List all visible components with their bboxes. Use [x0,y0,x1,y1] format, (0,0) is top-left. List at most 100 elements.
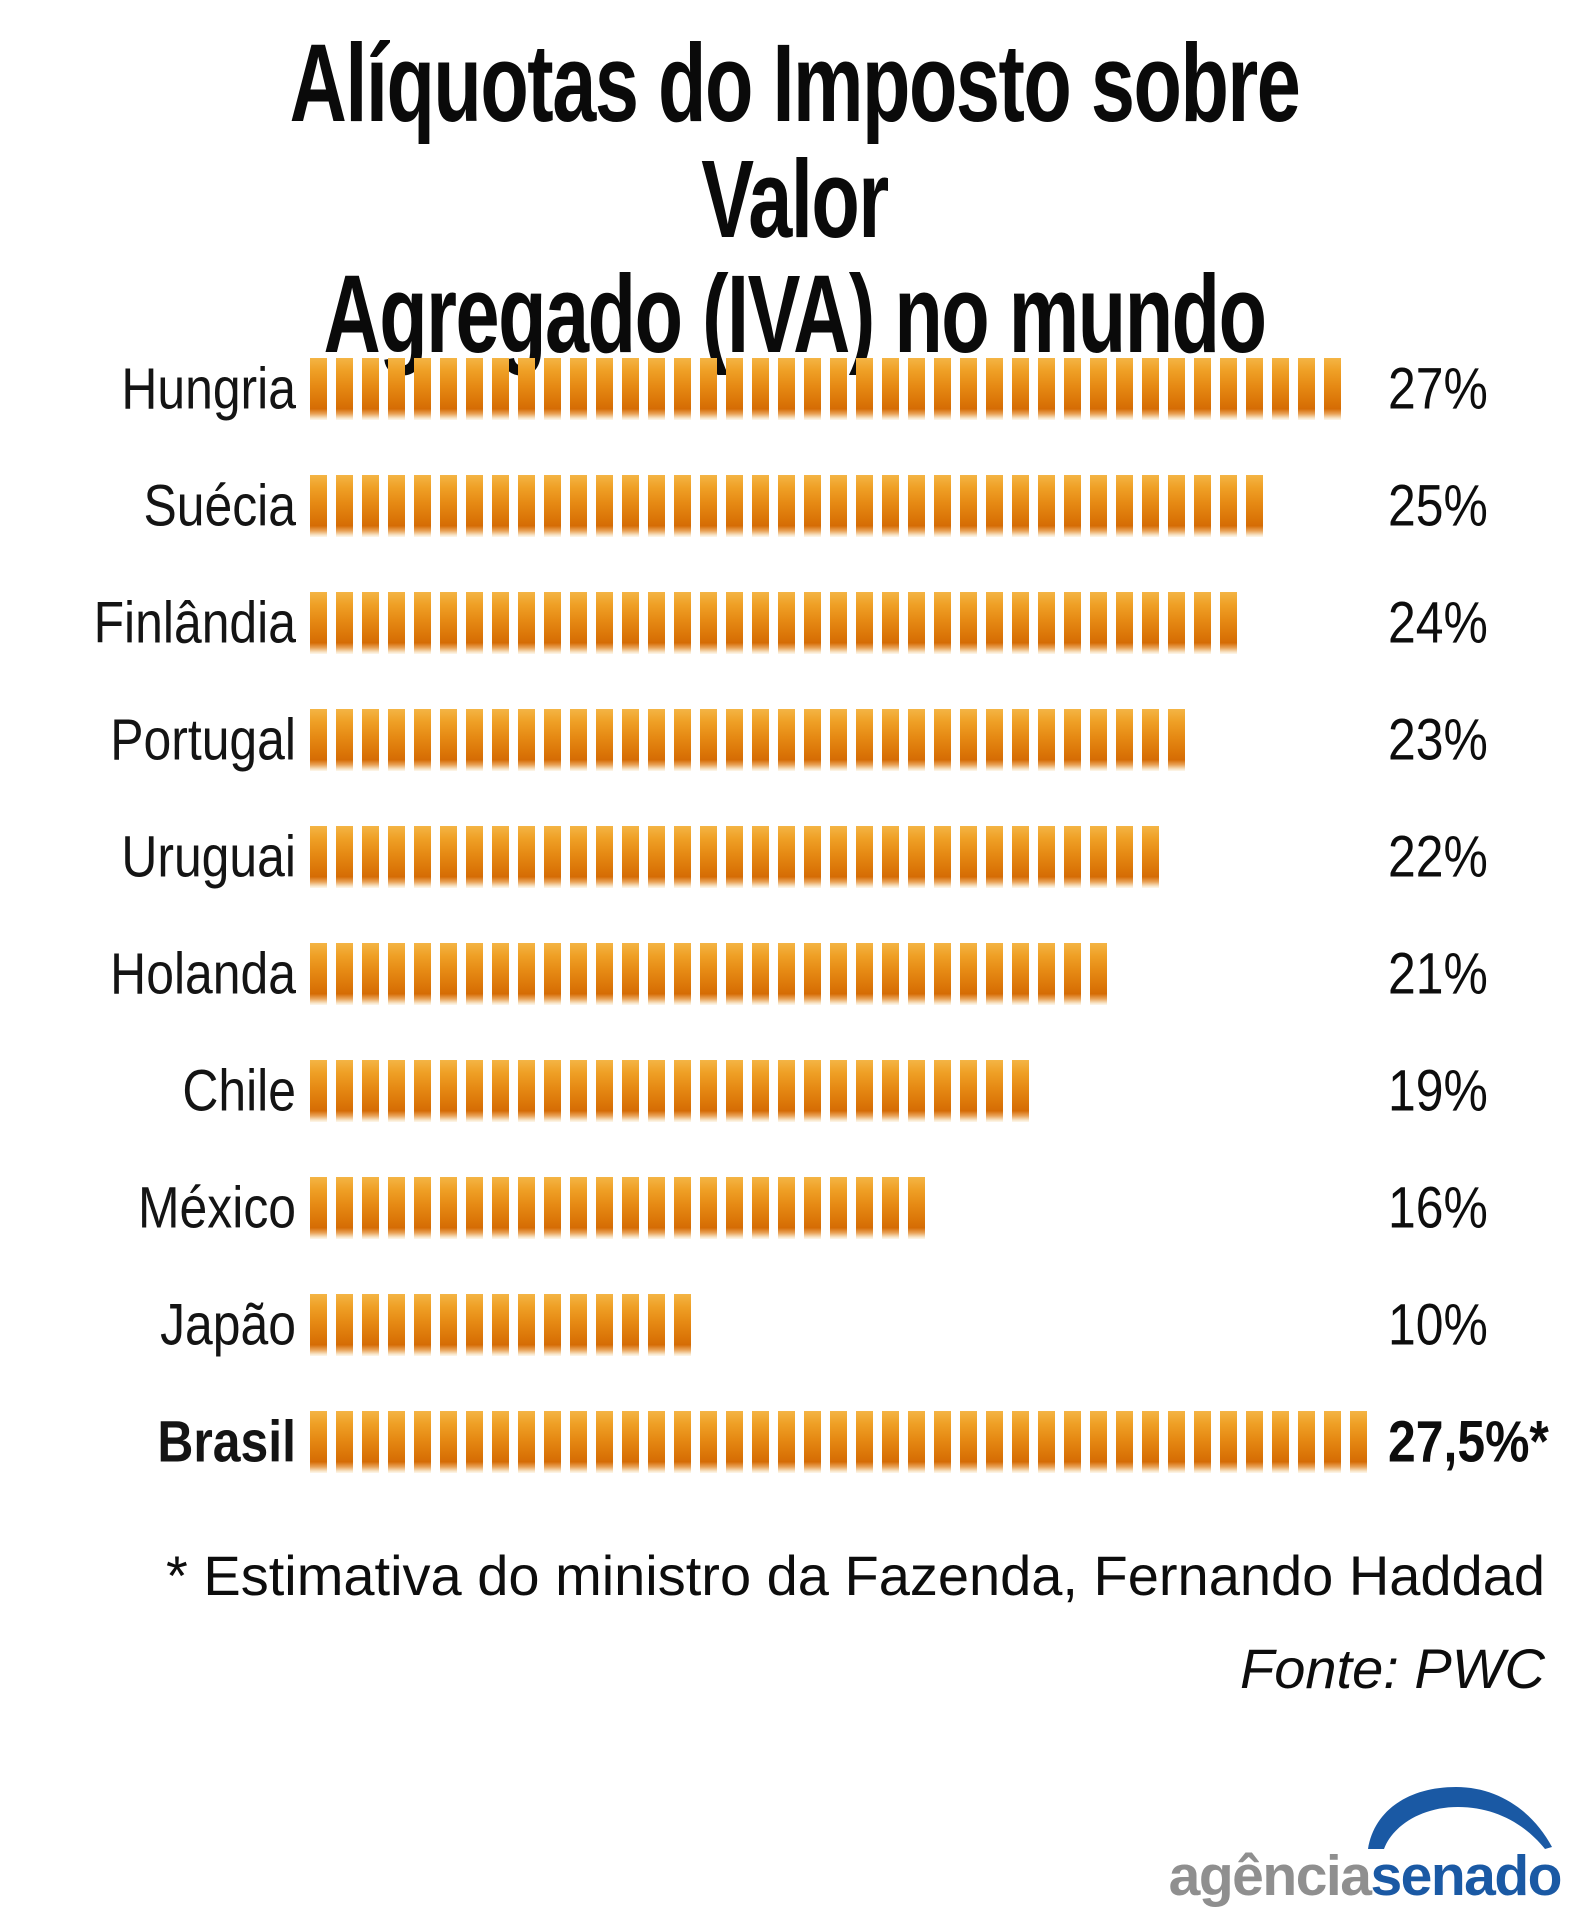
bar-segment [700,357,717,420]
bar-segment [362,1059,379,1122]
bar-segment [414,942,431,1005]
bar-segment [544,708,561,771]
bar-segment [596,942,613,1005]
bar-segment [1194,474,1211,537]
senado-arc-icon [1368,1787,1553,1849]
bar-segment [622,474,639,537]
bar-segment [804,357,821,420]
bar-segment [388,1293,405,1356]
value-label: 27% [1388,356,1488,421]
bar-segment [778,474,795,537]
country-label: Portugal [110,707,296,772]
value-label: 16% [1388,1175,1488,1240]
bar-segment [388,1059,405,1122]
bar-segment [1064,708,1081,771]
bar-segment [362,708,379,771]
bar-segment [648,708,665,771]
bar-segment [388,708,405,771]
chart-row: Japão 10% [0,1266,1589,1383]
bar-segment [934,474,951,537]
bar-segment [1064,825,1081,888]
bar-segment [1090,942,1107,1005]
bar-segment [1090,825,1107,888]
bar-segment [466,357,483,420]
bar-segment [596,825,613,888]
bar-segment [804,474,821,537]
bar-segment [414,1293,431,1356]
value-label: 21% [1388,941,1488,1006]
bar-segment [596,474,613,537]
bar-segment [1116,825,1133,888]
bar-segment [492,591,509,654]
bar-segment [1220,1410,1237,1473]
bar-segment [1090,591,1107,654]
bar-segment [1168,591,1185,654]
bar-segment [1090,708,1107,771]
bar-segment [648,1059,665,1122]
bar-segment [726,591,743,654]
bar-segment [310,1410,327,1473]
bar-segment [986,474,1003,537]
bar-segment [570,825,587,888]
bar-segment [440,1293,457,1356]
bar-segment [362,591,379,654]
bar-segment [544,1293,561,1356]
bar-segment [570,1410,587,1473]
bar-segment [1038,708,1055,771]
bar-segment [1272,357,1289,420]
logo-agencia-text: agência [1168,1844,1372,1908]
bar-segment [492,708,509,771]
bar-segment [726,708,743,771]
notes-block: * Estimativa do ministro da Fazenda, Fer… [166,1544,1545,1702]
bar-segment [778,1059,795,1122]
bar-segment [1012,1410,1029,1473]
bar-segment [674,1293,691,1356]
bar-segment [700,591,717,654]
bar-segment [414,1410,431,1473]
bar-segment [1246,1410,1263,1473]
bar-segment [804,1059,821,1122]
bar-segment [518,1410,535,1473]
bar-segment [1246,357,1263,420]
value-bar [310,357,1350,420]
value-label: 10% [1388,1292,1488,1357]
bar-segment [1142,1410,1159,1473]
bar-segment [960,1059,977,1122]
bar-segment [310,708,327,771]
value-bar [310,825,1168,888]
agencia-senado-logo: agência senado [1169,1787,1562,1905]
value-label: 27,5%* [1388,1409,1549,1474]
bar-segment [804,1410,821,1473]
bar-segment [622,1293,639,1356]
bar-segment [596,1059,613,1122]
bar-segment [492,1059,509,1122]
bar-segment [518,942,535,1005]
bar-segment [492,1293,509,1356]
bar-segment [466,708,483,771]
bar-segment [518,708,535,771]
value-bar [310,708,1194,771]
bar-segment [440,1410,457,1473]
bar-segment [414,825,431,888]
bar-segment [1142,825,1159,888]
bar-segment [1012,825,1029,888]
bar-segment [934,942,951,1005]
bar-segment [336,1059,353,1122]
bar-segment [492,1176,509,1239]
bar-segment [362,1293,379,1356]
bar-segment [934,825,951,888]
bar-segment [882,1059,899,1122]
bar-segment [908,357,925,420]
bar-segment [700,1176,717,1239]
chart-row: Holanda 21% [0,915,1589,1032]
bar-segment [336,942,353,1005]
bar-segment [882,591,899,654]
value-label: 23% [1388,707,1488,772]
bar-segment [622,1176,639,1239]
bar-segment [856,474,873,537]
bar-segment [804,1176,821,1239]
bar-segment [466,474,483,537]
bar-segment [1012,942,1029,1005]
bar-segment [986,1059,1003,1122]
